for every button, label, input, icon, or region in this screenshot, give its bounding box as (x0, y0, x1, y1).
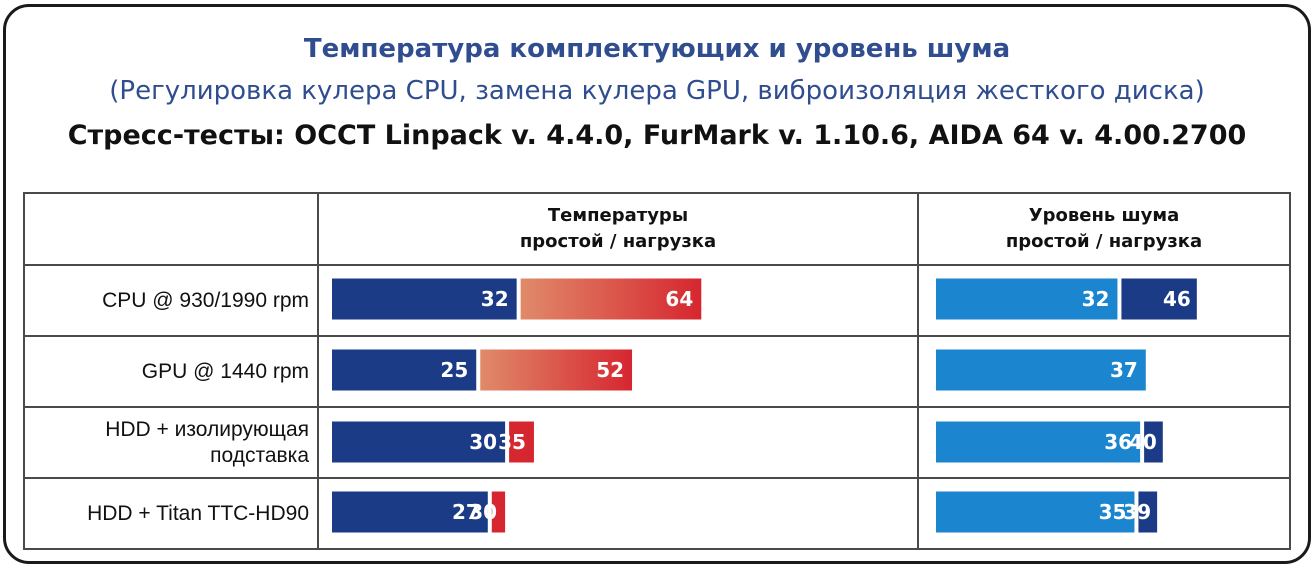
noise-header-line2: простой / нагрузка (1005, 231, 1203, 252)
noise-idle-value: 32 (1082, 287, 1110, 311)
temperature-idle-bar (332, 278, 517, 320)
row-label-line1: GPU @ 1440 rpm (141, 359, 309, 383)
noise-idle-value: 35 (1099, 500, 1127, 524)
row-label-line2: подставка (210, 443, 309, 467)
noise-load-bar (1144, 421, 1163, 463)
temperature-idle-bar (332, 421, 506, 463)
temperature-header-line1: Температуры (547, 205, 689, 226)
noise-column-header: Уровень шума простой / нагрузка (917, 192, 1291, 266)
noise-header-line1: Уровень шума (1028, 205, 1180, 226)
noise-load-value: 40 (1129, 430, 1157, 454)
temperature-load-value: 64 (665, 287, 693, 311)
temperature-header-line2: простой / нагрузка (519, 231, 717, 252)
temperature-column-header: Температуры простой / нагрузка (317, 192, 919, 266)
table-header-row: Температуры простой / нагрузка Уровень ш… (23, 192, 1291, 266)
temperature-load-bar (509, 421, 534, 463)
noise-idle-value: 36 (1104, 430, 1132, 454)
temperature-idle-value: 32 (481, 287, 509, 311)
temperature-load-value: 52 (596, 358, 624, 382)
row-label-line1: HDD + изолирующая (105, 417, 309, 441)
temperature-load-bar (520, 278, 702, 320)
temperature-load-value: 30 (469, 500, 497, 524)
temperature-idle-bar (332, 349, 477, 391)
noise-idle-bar (936, 349, 1146, 391)
row-label-hdd-titan: HDD + Titan TTC-HD90 (23, 477, 319, 550)
noise-idle-bar (936, 421, 1141, 463)
corner-cell (23, 192, 319, 266)
noise-load-bar (1121, 278, 1197, 320)
temperature-idle-value: 25 (440, 358, 468, 382)
temperature-load-value: 35 (498, 430, 526, 454)
temperature-load-bar (480, 349, 633, 391)
row-label-hdd-stand: HDD + изолирующая подставка (23, 406, 319, 479)
noise-idle-bar (936, 278, 1118, 320)
row-label-line1: CPU @ 930/1990 rpm (102, 288, 309, 312)
temperature-idle-bar (332, 491, 488, 533)
temperature-load-bar (491, 491, 506, 533)
noise-load-value: 46 (1163, 287, 1191, 311)
temperature-idle-value: 30 (469, 430, 497, 454)
noise-load-value: 39 (1123, 500, 1151, 524)
row-label-cpu: CPU @ 930/1990 rpm (23, 264, 319, 337)
chart-title: Температура комплектующих и уровень шума (303, 34, 1011, 64)
noise-idle-bar (936, 491, 1135, 533)
row-label-line1: HDD + Titan TTC-HD90 (87, 501, 309, 525)
temperature-idle-value: 27 (452, 500, 480, 524)
chart-subtitle: (Регулировка кулера CPU, замена кулера G… (109, 76, 1205, 106)
noise-idle-value: 37 (1110, 358, 1138, 382)
noise-load-bar (1138, 491, 1158, 533)
row-label-gpu: GPU @ 1440 rpm (23, 335, 319, 408)
stress-tests-caption: Стресс-тесты: OCCT Linpack v. 4.4.0, Fur… (67, 120, 1247, 151)
